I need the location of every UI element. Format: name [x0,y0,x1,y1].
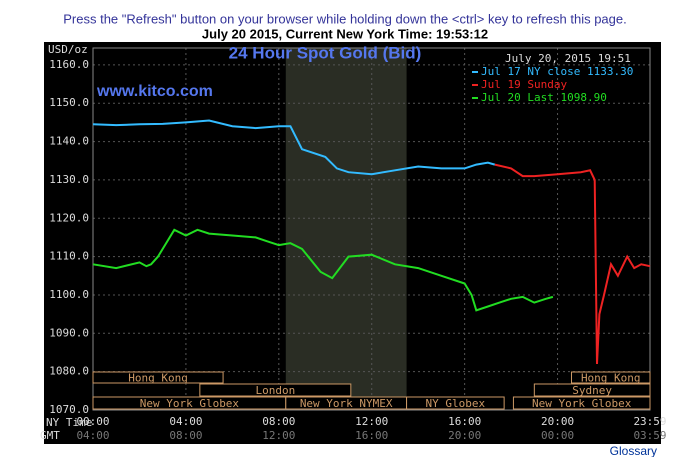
gmt-tick-label: 12:00 [262,429,295,442]
legend-label: Jul 17 NY close 1133.30 [481,65,633,78]
glossary-link[interactable]: Glossary [610,444,657,457]
session-label: New York Globex [140,397,240,410]
timestamp: July 20, 2015 19:51 [505,52,631,65]
y-tick-label: 1130.0 [49,173,89,186]
y-tick-label: 1070.0 [49,403,89,416]
highlight-band [285,48,407,410]
y-tick-label: 1110.0 [49,250,89,263]
session-box [570,371,651,384]
session-label: Hong Kong [128,372,188,385]
gmt-tick-label: 08:00 [169,429,202,442]
watermark: www.kitco.com [96,83,213,100]
session-box [199,383,352,397]
session-box [406,396,505,410]
y-tick-label: 1090.0 [49,326,89,339]
session-label: Hong Kong [581,372,641,385]
y-tick-label: 1160.0 [49,58,89,71]
notice: Press the "Refresh" button on your brows… [63,11,626,26]
session-label: NY Globex [426,397,486,410]
x2-axis-label: GMT [40,429,60,442]
x-tick-label: 23:59 [633,415,666,428]
price-line [92,119,496,176]
session-box [533,383,651,397]
gmt-tick-label: 04:00 [76,429,109,442]
y-tick-label: 1100.0 [49,288,89,301]
y-tick-label: 1080.0 [49,365,89,378]
gmt-tick-label: 03:59 [633,429,666,442]
session-box [92,371,224,384]
x-tick-label: 20:00 [541,415,574,428]
x-tick-label: 00:00 [76,415,109,428]
plot-frame [92,47,651,411]
x-tick-label: 08:00 [262,415,295,428]
session-label: New York Globex [532,397,632,410]
x-tick-label: 04:00 [169,415,202,428]
y-tick-label: 1140.0 [49,135,89,148]
gmt-tick-label: 00:00 [541,429,574,442]
gmt-tick-label: 20:00 [448,429,481,442]
gmt-tick-label: 16:00 [355,429,388,442]
y-tick-label: 1120.0 [49,211,89,224]
session-label: London [255,384,295,397]
x-tick-label: 12:00 [355,415,388,428]
legend-label: Jul 20 Last 1098.90 [481,91,607,104]
price-line [92,228,554,312]
current-time: July 20 2015, Current New York Time: 19:… [202,26,488,41]
session-label: Sydney [572,384,612,397]
y-axis-label: USD/oz [48,43,88,56]
chart-title: 24 Hour Spot Gold (Bid) [229,43,422,62]
x-tick-label: 16:00 [448,415,481,428]
session-label: New York NYMEX [300,397,393,410]
legend-label: Jul 19 Sunday [481,78,567,91]
x-axis-label: NY Time [46,416,92,429]
y-tick-label: 1150.0 [49,96,89,109]
session-box [512,396,651,410]
price-line [494,163,651,365]
